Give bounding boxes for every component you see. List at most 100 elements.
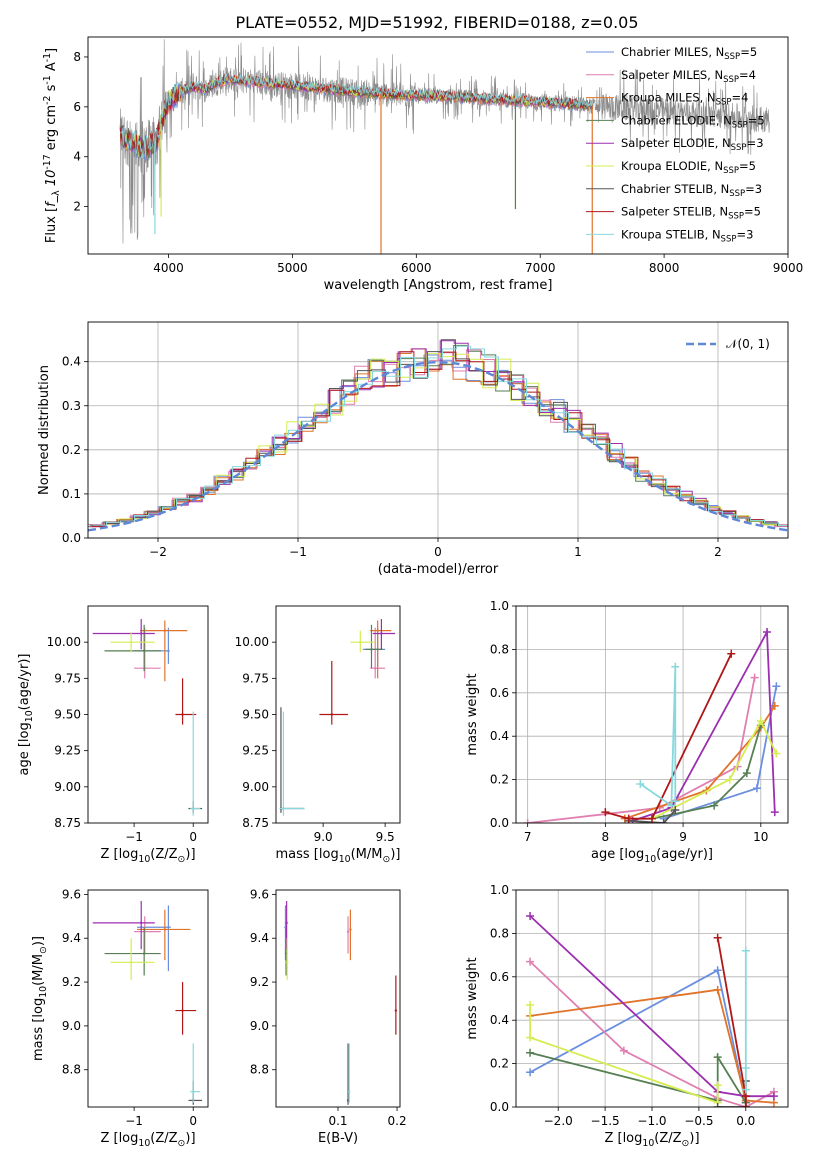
legend-label: 𝒩(0, 1) — [726, 337, 770, 351]
label-fragment: )] — [689, 1131, 699, 1146]
x-tick-label: 0.0 — [736, 1114, 755, 1128]
y-tick-label: 9.25 — [54, 744, 81, 758]
weight-marker — [763, 628, 772, 637]
y-tick-label: 0.2 — [490, 1057, 509, 1071]
x-tick-label: 0 — [189, 830, 197, 844]
axes-frame — [87, 36, 789, 255]
data-point — [192, 807, 195, 810]
legend-model: Kroupa ELODIE, — [621, 159, 714, 173]
x-tick-label: 9 — [679, 830, 687, 844]
weight-marker — [742, 769, 751, 778]
axes-frame — [275, 889, 401, 1108]
weight-line — [651, 718, 778, 820]
legend-label: Kroupa MILES, NSSP=4 — [621, 91, 748, 108]
x-axis-label: (data-model)/error — [378, 562, 499, 577]
weight-marker — [619, 1046, 628, 1055]
legend-model: Salpeter ELODIE, — [621, 136, 722, 150]
data-point — [285, 921, 288, 925]
y-tick-label: 0.6 — [490, 686, 509, 700]
label-fragment: 10 — [642, 1138, 654, 1149]
x-tick-label: 1 — [574, 545, 582, 559]
legend-model: Chabrier ELODIE, — [621, 113, 723, 127]
legend-n-sub: SSP — [724, 52, 740, 62]
x-tick-label: 0.1 — [328, 1114, 347, 1128]
x-tick-label: −2.0 — [544, 1114, 573, 1128]
y-tick-label: 8 — [73, 50, 81, 64]
legend-label: Salpeter MILES, NSSP=4 — [621, 68, 756, 85]
data-point — [140, 921, 143, 925]
plot-area — [526, 912, 778, 1107]
x-axis-label: E(B-V) — [318, 1131, 358, 1146]
y-tick-label: 0.2 — [490, 773, 509, 787]
weight-line — [529, 915, 774, 1098]
label-fragment: mass weight — [465, 673, 480, 755]
weight-marker — [750, 673, 759, 682]
y-tick-label: 0.4 — [490, 1013, 509, 1027]
weight-marker — [741, 946, 750, 955]
weight-marker — [713, 1103, 722, 1107]
legend-n: N — [714, 68, 723, 82]
x-tick-label: 0 — [434, 545, 442, 559]
y-tick-label: 8.8 — [250, 1063, 269, 1077]
y-tick-label: 9.4 — [62, 931, 81, 945]
weight-marker — [636, 779, 645, 788]
label-fragment: ⊙ — [382, 854, 390, 865]
label-fragment: age [log — [591, 847, 644, 862]
label-fragment: Z [log — [100, 847, 138, 862]
panel-spectrum: 4000 5000 6000 7000 8000 9000 2 4 6 8 wavelength [… — [42, 36, 803, 293]
legend-model: Kroupa MILES, — [621, 91, 707, 105]
weight-marker — [671, 805, 680, 814]
residual-histogram — [91, 351, 788, 527]
weight-marker — [648, 814, 656, 823]
weight-marker — [770, 808, 779, 817]
data-point — [282, 807, 285, 810]
legend-n-value: =5 — [744, 205, 761, 219]
x-axis-label: Z [log10(Z/Z⊙)] — [604, 1131, 699, 1149]
x-tick-label: −0.5 — [684, 1114, 713, 1128]
label-fragment: -17 — [42, 154, 53, 169]
label-fragment: 10 — [38, 986, 49, 998]
legend-n: N — [723, 113, 732, 127]
legend-model: Kroupa STELIB, — [621, 227, 712, 241]
data-point — [181, 1009, 184, 1012]
legend-n-sub: SSP — [723, 75, 739, 85]
weight-marker — [769, 1092, 778, 1101]
weight-marker — [772, 749, 781, 758]
y-tick-label: 9.6 — [62, 887, 81, 901]
label-fragment: mass [log — [276, 847, 339, 862]
axes-frame — [87, 605, 209, 824]
y-tick-label: 0.8 — [490, 642, 509, 656]
panel-z-mass: −1 08.89.09.29.49.6Z [log10(Z/Z⊙)]mass [l… — [31, 887, 209, 1149]
label-fragment: (Z/Z — [150, 847, 177, 862]
weight-marker — [526, 1048, 535, 1057]
x-tick-label: −1 — [125, 1114, 143, 1128]
residual-histogram — [89, 348, 788, 528]
legend-n: N — [719, 205, 728, 219]
weight-marker — [659, 819, 668, 823]
label-fragment: f_ — [44, 195, 59, 207]
weight-line — [639, 666, 677, 808]
label-fragment: ⊙ — [178, 854, 186, 865]
label-fragment: mass weight — [465, 957, 480, 1039]
panel-ebv-mass: 0.1 0.2 8.8 9.0 9.2 9.4 9.6 E(B-V) — [250, 887, 407, 1146]
legend-n-value: =4 — [731, 91, 748, 105]
weight-marker — [772, 682, 781, 691]
data-point — [348, 1090, 351, 1093]
legend-n-value: =4 — [739, 68, 756, 82]
legend-n: N — [721, 182, 730, 196]
data-point — [374, 667, 377, 670]
weight-marker — [713, 1081, 722, 1090]
y-tick-label: 0.0 — [490, 816, 509, 830]
weight-line — [651, 725, 762, 820]
weight-marker — [523, 819, 532, 823]
x-axis-label: Z [log10(Z/Z⊙)] — [100, 847, 195, 865]
x-tick-label: 8000 — [649, 261, 680, 275]
legend-n: N — [712, 227, 721, 241]
data-point — [394, 1009, 398, 1012]
x-tick-label: 0.2 — [388, 1114, 407, 1128]
label-fragment: (Z/Z — [654, 1131, 681, 1146]
weight-line — [632, 628, 776, 822]
x-tick-label: 10 — [753, 830, 768, 844]
